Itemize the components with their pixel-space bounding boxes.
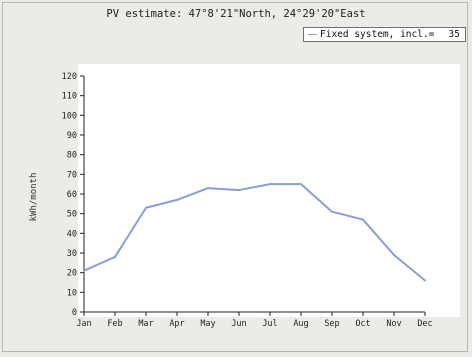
data-point: [362, 218, 364, 221]
y-tick-label: 90: [67, 131, 77, 141]
data-point: [393, 253, 395, 256]
x-tick-label: Dec: [417, 319, 432, 329]
series-group: [83, 183, 426, 282]
data-point: [114, 255, 116, 258]
data-point: [269, 183, 271, 186]
data-point: [207, 187, 209, 190]
data-point: [145, 206, 147, 209]
data-point: [83, 269, 85, 272]
x-tick-label: Jul: [262, 319, 277, 329]
y-tick-label: 20: [67, 269, 77, 279]
x-tick-label: Mar: [138, 319, 153, 329]
x-axis-ticks: Jan Feb Mar Apr May Jun Jul Aug Sep Oct Nov Dec: [76, 312, 433, 329]
y-tick-label: 10: [67, 288, 77, 298]
y-tick-label: 40: [67, 229, 77, 239]
y-tick-label: 30: [67, 249, 77, 259]
data-point: [176, 198, 178, 201]
series-line: [83, 183, 426, 282]
axes: [83, 76, 425, 313]
x-tick-label: Oct: [355, 319, 370, 329]
y-tick-label: 0: [72, 308, 77, 318]
y-axis-ticks: 0 10 20 30 40 50 60 70 80 90 100 110 120: [62, 72, 84, 318]
data-point: [424, 279, 426, 282]
legend-label: Fixed system, incl.=: [320, 29, 435, 40]
y-tick-label: 100: [62, 111, 77, 121]
x-tick-label: Jan: [76, 319, 91, 329]
chart-title: PV estimate: 47°8'21"North, 24°29'20"Eas…: [106, 8, 366, 20]
legend-value: 35: [448, 29, 460, 40]
data-point: [238, 189, 240, 192]
y-tick-label: 70: [67, 170, 77, 180]
x-tick-label: Sep: [324, 319, 339, 329]
y-tick-label: 120: [62, 72, 77, 82]
x-tick-label: Feb: [107, 319, 122, 329]
plot-area: [78, 64, 460, 317]
x-tick-label: Jun: [231, 319, 246, 329]
y-tick-label: 50: [67, 210, 77, 220]
y-tick-label: 80: [67, 151, 77, 161]
x-tick-label: May: [200, 319, 215, 329]
x-tick-label: Aug: [293, 319, 308, 329]
data-point: [300, 183, 302, 186]
data-point: [331, 210, 333, 213]
x-tick-label: Apr: [169, 319, 184, 329]
y-tick-label: 110: [62, 92, 77, 102]
y-tick-label: 60: [67, 190, 77, 200]
legend: Fixed system, incl.= 35: [303, 27, 466, 42]
legend-swatch: [308, 33, 317, 36]
x-tick-label: Nov: [386, 319, 401, 329]
